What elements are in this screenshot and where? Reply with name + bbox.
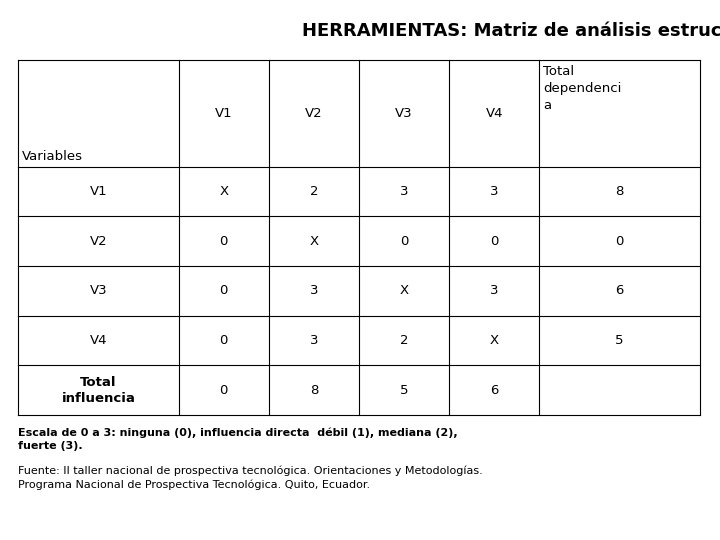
Text: 8: 8	[616, 185, 624, 198]
Text: 6: 6	[616, 284, 624, 297]
Text: V2: V2	[89, 234, 107, 247]
Text: 5: 5	[400, 383, 408, 397]
Text: 5: 5	[616, 334, 624, 347]
Text: Total
dependenci
a: Total dependenci a	[544, 65, 621, 112]
Text: X: X	[219, 185, 228, 198]
Text: V3: V3	[395, 107, 413, 120]
Text: 2: 2	[310, 185, 318, 198]
Text: Fuente: II taller nacional de prospectiva tecnológica. Orientaciones y Metodolog: Fuente: II taller nacional de prospectiv…	[18, 466, 482, 490]
Text: 0: 0	[220, 284, 228, 297]
Text: 6: 6	[490, 383, 498, 397]
Text: Variables: Variables	[22, 150, 83, 163]
Text: 3: 3	[310, 334, 318, 347]
Text: 3: 3	[490, 185, 498, 198]
Text: 0: 0	[220, 334, 228, 347]
Text: 3: 3	[400, 185, 408, 198]
Text: X: X	[310, 234, 318, 247]
Text: 8: 8	[310, 383, 318, 397]
Text: V4: V4	[89, 334, 107, 347]
Text: HERRAMIENTAS: Matriz de análisis estructural: HERRAMIENTAS: Matriz de análisis estruct…	[302, 22, 720, 40]
Text: X: X	[490, 334, 499, 347]
Text: V1: V1	[89, 185, 107, 198]
Text: 2: 2	[400, 334, 408, 347]
Text: Escala de 0 a 3: ninguna (0), influencia directa  débil (1), mediana (2),
fuerte: Escala de 0 a 3: ninguna (0), influencia…	[18, 428, 458, 451]
Text: V3: V3	[89, 284, 107, 297]
Text: 0: 0	[616, 234, 624, 247]
Text: X: X	[400, 284, 409, 297]
Text: 0: 0	[400, 234, 408, 247]
Text: V2: V2	[305, 107, 323, 120]
Text: Total
influencia: Total influencia	[61, 376, 135, 404]
Text: V4: V4	[485, 107, 503, 120]
Text: 3: 3	[490, 284, 498, 297]
Text: 0: 0	[220, 383, 228, 397]
Text: 3: 3	[310, 284, 318, 297]
Text: 0: 0	[490, 234, 498, 247]
Text: 0: 0	[220, 234, 228, 247]
Text: V1: V1	[215, 107, 233, 120]
